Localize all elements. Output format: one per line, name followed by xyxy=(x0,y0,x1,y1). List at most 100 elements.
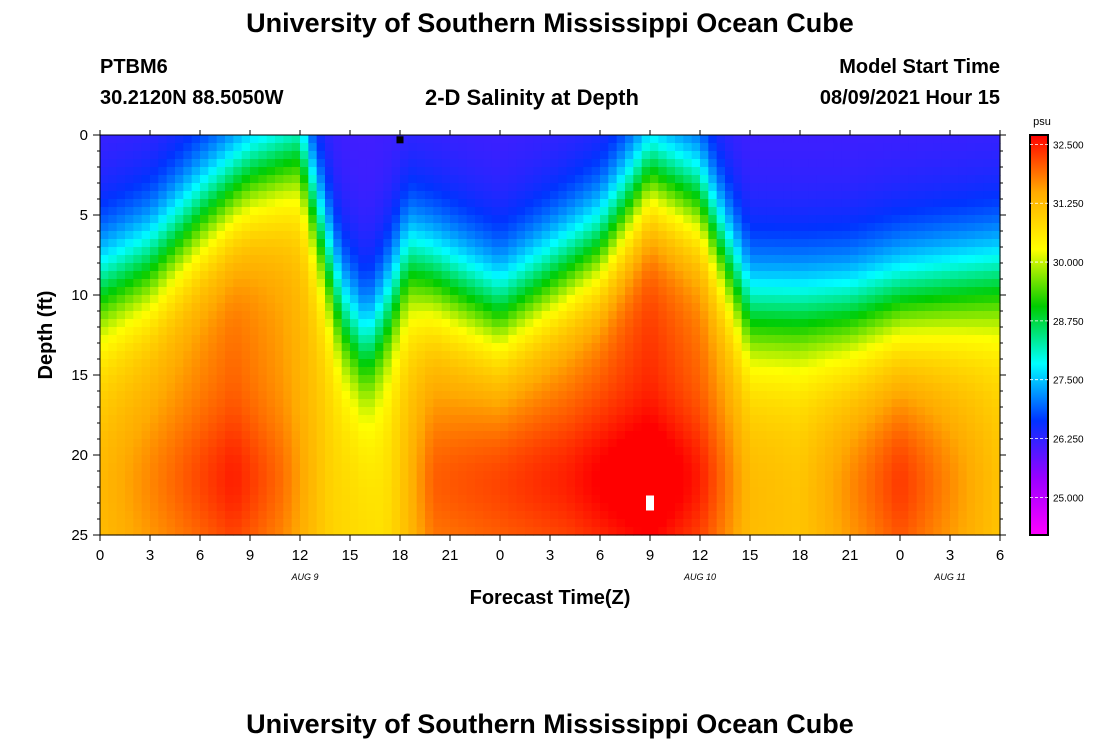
heatmap-cell xyxy=(266,279,276,288)
heatmap-cell xyxy=(450,255,459,264)
heatmap-cell xyxy=(125,327,134,336)
heatmap-cell xyxy=(325,207,334,216)
heatmap-cell xyxy=(916,247,926,256)
heatmap-cell xyxy=(725,527,734,536)
heatmap-cell xyxy=(800,383,809,392)
heatmap-cell xyxy=(283,495,293,504)
heatmap-cell xyxy=(691,239,701,248)
heatmap-cell xyxy=(900,263,909,272)
heatmap-cell xyxy=(450,239,459,248)
heatmap-cell xyxy=(133,375,143,384)
heatmap-cell xyxy=(891,287,901,296)
heatmap-cell xyxy=(675,207,684,216)
heatmap-cell xyxy=(716,471,726,480)
heatmap-cell xyxy=(400,271,409,280)
heatmap-cell xyxy=(316,287,326,296)
heatmap-cell xyxy=(250,319,259,328)
heatmap-cell xyxy=(808,471,818,480)
heatmap-cell xyxy=(200,503,209,512)
heatmap-cell xyxy=(658,223,668,232)
heatmap-cell xyxy=(791,343,801,352)
heatmap-cell xyxy=(208,279,218,288)
heatmap-cell xyxy=(350,319,359,328)
heatmap-cell xyxy=(216,335,226,344)
heatmap-cell xyxy=(616,327,626,336)
heatmap-cell xyxy=(783,423,793,432)
heatmap-cell xyxy=(300,319,309,328)
heatmap-cell xyxy=(808,159,818,168)
heatmap-cell xyxy=(116,287,126,296)
heatmap-cell xyxy=(400,375,409,384)
heatmap-cell xyxy=(400,175,409,184)
heatmap-cell xyxy=(116,511,126,520)
heatmap-cell xyxy=(416,495,426,504)
heatmap-cell xyxy=(258,279,268,288)
heatmap-cell xyxy=(366,415,376,424)
heatmap-cell xyxy=(875,303,884,312)
heatmap-cell xyxy=(383,175,393,184)
heatmap-cell xyxy=(550,479,559,488)
heatmap-cell xyxy=(675,367,684,376)
heatmap-cell xyxy=(591,479,601,488)
heatmap-cell xyxy=(850,239,859,248)
heatmap-cell xyxy=(491,335,501,344)
heatmap-cell xyxy=(133,383,143,392)
heatmap-cell xyxy=(483,423,493,432)
heatmap-cell xyxy=(766,415,776,424)
heatmap-cell xyxy=(750,367,759,376)
heatmap-cell xyxy=(691,391,701,400)
heatmap-cell xyxy=(566,455,576,464)
heatmap-cell xyxy=(100,239,109,248)
heatmap-cell xyxy=(141,135,151,144)
heatmap-cell xyxy=(383,479,393,488)
heatmap-cell xyxy=(775,311,784,320)
heatmap-cell xyxy=(766,479,776,488)
heatmap-cell xyxy=(175,271,184,280)
heatmap-cell xyxy=(216,351,226,360)
heatmap-cell xyxy=(558,215,568,224)
heatmap-cell xyxy=(366,399,376,408)
heatmap-cell xyxy=(916,327,926,336)
heatmap-cell xyxy=(733,407,743,416)
heatmap-cell xyxy=(225,167,234,176)
heatmap-cell xyxy=(825,407,834,416)
heatmap-cell xyxy=(241,415,251,424)
heatmap-cell xyxy=(508,239,518,248)
heatmap-cell xyxy=(400,351,409,360)
heatmap-cell xyxy=(475,343,484,352)
heatmap-cell xyxy=(808,455,818,464)
heatmap-cell xyxy=(608,175,618,184)
heatmap-cell xyxy=(366,135,376,144)
heatmap-cell xyxy=(616,479,626,488)
heatmap-cell xyxy=(141,495,151,504)
heatmap-cell xyxy=(516,391,526,400)
heatmap-cell xyxy=(475,471,484,480)
heatmap-cell xyxy=(183,423,193,432)
heatmap-cell xyxy=(816,423,826,432)
heatmap-cell xyxy=(833,215,843,224)
heatmap-cell xyxy=(883,239,893,248)
heatmap-cell xyxy=(825,199,834,208)
heatmap-cell xyxy=(825,143,834,152)
heatmap-cell xyxy=(650,527,659,536)
heatmap-cell xyxy=(766,431,776,440)
heatmap-cell xyxy=(483,167,493,176)
heatmap-cell xyxy=(183,383,193,392)
heatmap-cell xyxy=(708,511,718,520)
heatmap-cell xyxy=(566,175,576,184)
heatmap-cell xyxy=(158,327,168,336)
heatmap-cell xyxy=(850,399,859,408)
heatmap-cell xyxy=(708,479,718,488)
heatmap-cell xyxy=(500,327,509,336)
heatmap-cell xyxy=(575,143,584,152)
heatmap-cell xyxy=(291,167,301,176)
heatmap-cell xyxy=(333,343,343,352)
heatmap-cell xyxy=(508,455,518,464)
heatmap-cell xyxy=(525,495,534,504)
heatmap-cell xyxy=(891,327,901,336)
heatmap-cell xyxy=(675,391,684,400)
heatmap-cell xyxy=(900,303,909,312)
heatmap-cell xyxy=(300,279,309,288)
heatmap-cell xyxy=(616,471,626,480)
heatmap-cell xyxy=(633,239,643,248)
